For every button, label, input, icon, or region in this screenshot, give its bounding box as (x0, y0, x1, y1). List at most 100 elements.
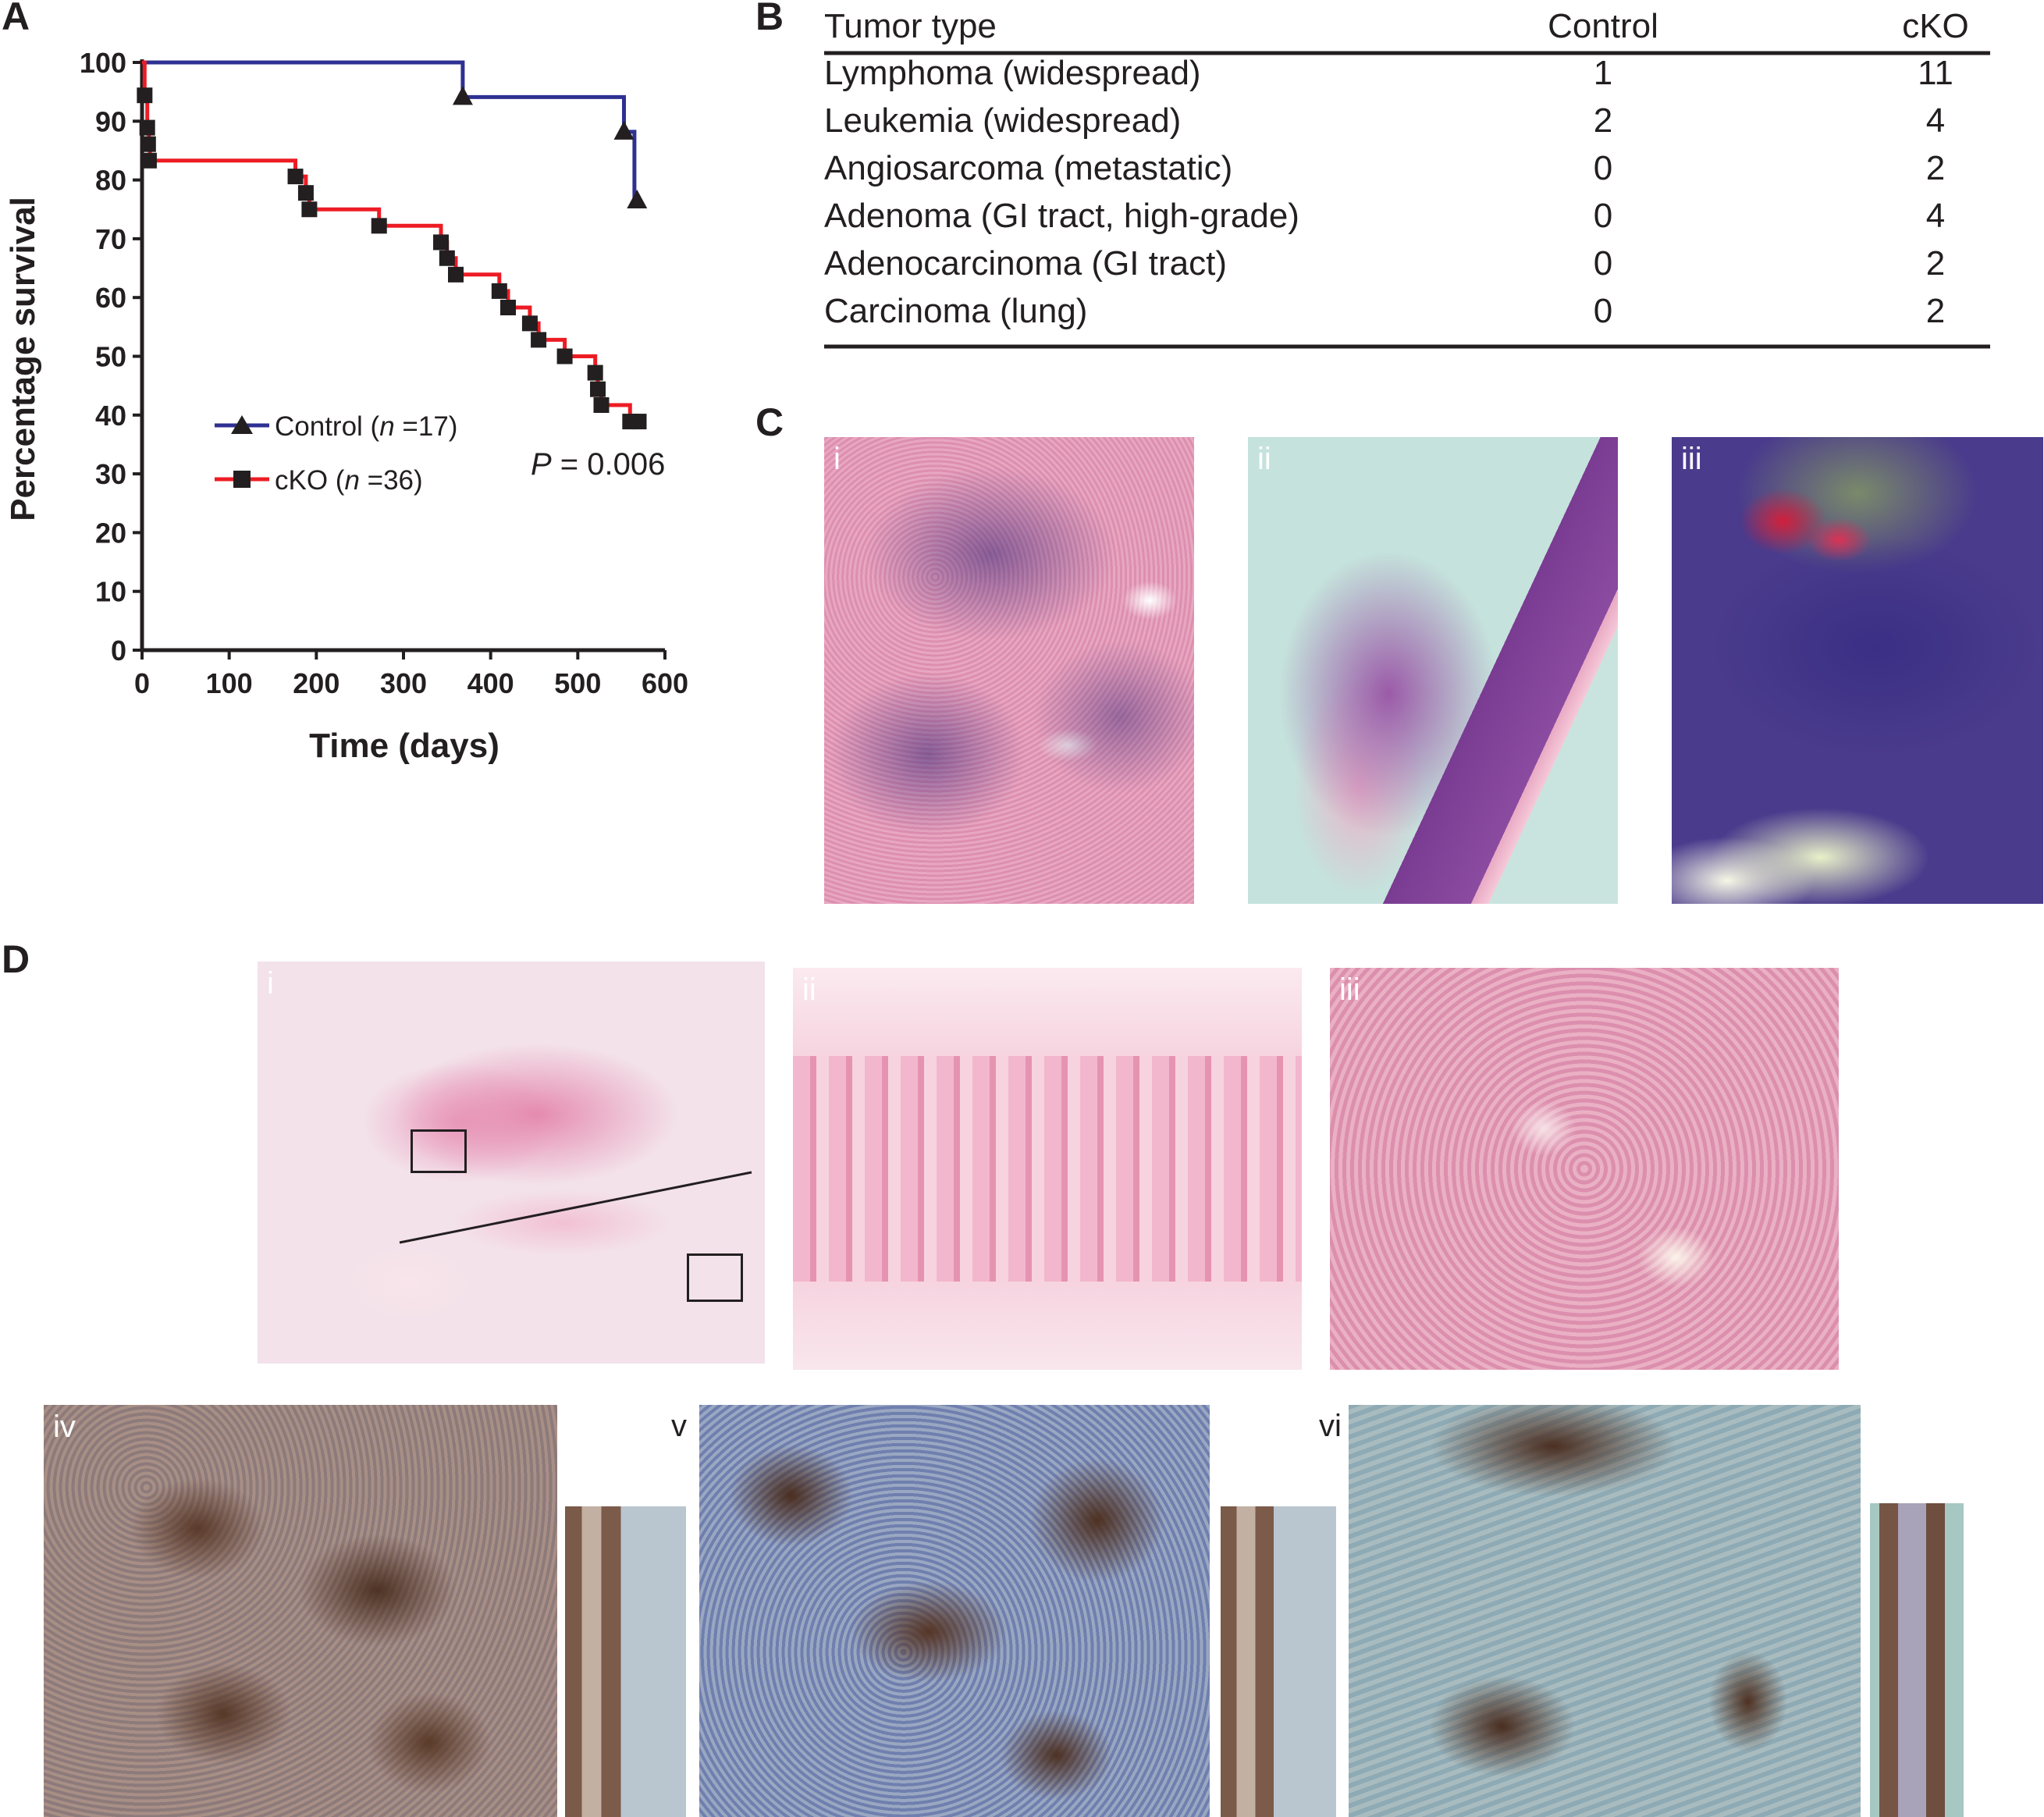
panel-label-c: C (755, 400, 784, 444)
micrograph-c-ii: ii (1248, 437, 1618, 904)
cko-marker (631, 414, 647, 430)
x-tick-label: 500 (554, 667, 601, 699)
control-marker (627, 189, 648, 208)
cko-marker (140, 152, 157, 169)
table-row: Lymphoma (widespread) 1 11 (824, 54, 1953, 92)
table-cell-control: 0 (1594, 244, 1612, 283)
y-tick-label: 20 (95, 517, 126, 549)
y-tick-label: 30 (95, 458, 126, 490)
table-header-cko: cKO (1902, 7, 1969, 45)
table-cell-cko: 2 (1926, 244, 1945, 283)
cko-marker (521, 315, 538, 332)
series-lines (142, 60, 644, 424)
table-cell-tumor-type: Adenoma (GI tract, high-grade) (824, 197, 1299, 235)
table-cell-cko: 4 (1926, 197, 1945, 235)
table-cell-control: 1 (1594, 54, 1612, 92)
control-marker (613, 120, 635, 140)
series-line-control (142, 60, 639, 203)
micrograph-d-iv-label: iv (53, 1410, 76, 1444)
table-cell-control: 0 (1594, 292, 1612, 330)
table-cell-control: 0 (1594, 197, 1612, 235)
cko-marker (301, 201, 318, 218)
cko-marker (491, 283, 507, 299)
panel-label-b: B (755, 0, 784, 38)
cko-marker (556, 348, 573, 364)
y-tick-label: 60 (95, 282, 126, 314)
micrograph-c-i: i (824, 437, 1194, 904)
micrograph-d-iv-inset (565, 1506, 686, 1817)
control-marker (452, 86, 473, 105)
y-tick-label: 40 (95, 400, 126, 432)
cko-marker (433, 234, 450, 251)
inset-box-bottom (687, 1253, 743, 1302)
table-cell-tumor-type: Angiosarcoma (metastatic) (824, 149, 1232, 187)
micrograph-d-ii-lumen (793, 968, 1302, 1057)
legend-control-marker (231, 415, 253, 434)
micrograph-d-iv: iv (44, 1405, 557, 1817)
micrograph-d-v-inset (1221, 1506, 1336, 1817)
cko-marker (439, 250, 455, 266)
y-tick-label: 10 (95, 576, 126, 608)
series-markers (137, 86, 648, 430)
cko-marker (448, 266, 464, 283)
y-axis-label: Percentage survival (4, 197, 42, 521)
survival-chart: 0 10 20 30 40 50 60 70 80 90 100 0 100 200 300 400 500 6… (4, 47, 688, 765)
tumor-table: Tumor type Control cKO Lymphoma (widespr… (824, 7, 1990, 349)
y-ticks: 0 10 20 30 40 50 60 70 80 90 100 (80, 47, 142, 667)
micrograph-d-iii: iii (1330, 968, 1839, 1370)
micrograph-d-vi-inset (1870, 1503, 1964, 1817)
cko-marker (139, 119, 155, 136)
table-cell-control: 0 (1594, 149, 1612, 187)
legend-control-label: Control (n =17) (275, 411, 457, 442)
x-tick-label: 400 (467, 667, 514, 699)
cko-marker (297, 185, 314, 201)
cko-marker (593, 396, 610, 413)
table-row: Adenoma (GI tract, high-grade) 0 4 (824, 197, 1945, 235)
x-tick-label: 300 (380, 667, 427, 699)
p-value-annotation: P = 0.006 (531, 447, 665, 482)
micrograph-d-i-label: i (267, 966, 274, 1001)
y-tick-label: 90 (95, 105, 126, 137)
cko-marker (590, 381, 606, 397)
legend-cko-marker (233, 471, 251, 488)
x-ticks: 0 100 200 300 400 500 600 (134, 650, 688, 699)
table-row: Angiosarcoma (metastatic) 0 2 (824, 149, 1945, 187)
table-cell-tumor-type: Leukemia (widespread) (824, 101, 1181, 140)
micrograph-d-ii-label: ii (802, 973, 816, 1007)
cko-marker (287, 169, 304, 185)
panel-label-a: A (2, 0, 30, 38)
table-row: Adenocarcinoma (GI tract) 0 2 (824, 244, 1945, 283)
table-header-tumor-type: Tumor type (824, 7, 997, 45)
y-tick-label: 80 (95, 165, 126, 197)
table-row: Leukemia (widespread) 2 4 (824, 101, 1945, 140)
micrograph-d-v (699, 1405, 1210, 1817)
micrograph-c-iii: iii (1672, 437, 2043, 904)
y-tick-label: 0 (111, 635, 126, 667)
table-row: Carcinoma (lung) 0 2 (824, 292, 1945, 330)
table-header-control: Control (1548, 7, 1658, 45)
cko-marker (371, 218, 387, 234)
table-cell-tumor-type: Adenocarcinoma (GI tract) (824, 244, 1227, 283)
x-tick-label: 200 (293, 667, 339, 699)
cko-marker (137, 87, 153, 104)
y-tick-label: 50 (95, 341, 126, 373)
micrograph-c-iii-label: iii (1681, 442, 1702, 476)
table-cell-tumor-type: Carcinoma (lung) (824, 292, 1087, 330)
table-cell-cko: 2 (1926, 292, 1945, 330)
legend-cko-label: cKO (n =36) (275, 465, 423, 496)
series-line-cko (142, 60, 644, 424)
table-cell-tumor-type: Lymphoma (widespread) (824, 54, 1201, 92)
x-axis-label: Time (days) (309, 727, 499, 765)
y-tick-label: 70 (95, 223, 126, 255)
micrograph-d-i: i (258, 962, 765, 1364)
table-cell-control: 2 (1594, 101, 1612, 140)
x-tick-label: 100 (206, 667, 253, 699)
margin-line (399, 1171, 752, 1244)
micrograph-d-ii: ii (793, 968, 1302, 1370)
table-cell-cko: 2 (1926, 149, 1945, 187)
legend: Control (n =17) cKO (n =36) (215, 411, 457, 496)
x-tick-label: 0 (134, 667, 150, 699)
inset-box-top (411, 1129, 467, 1173)
y-tick-label: 100 (80, 47, 126, 79)
